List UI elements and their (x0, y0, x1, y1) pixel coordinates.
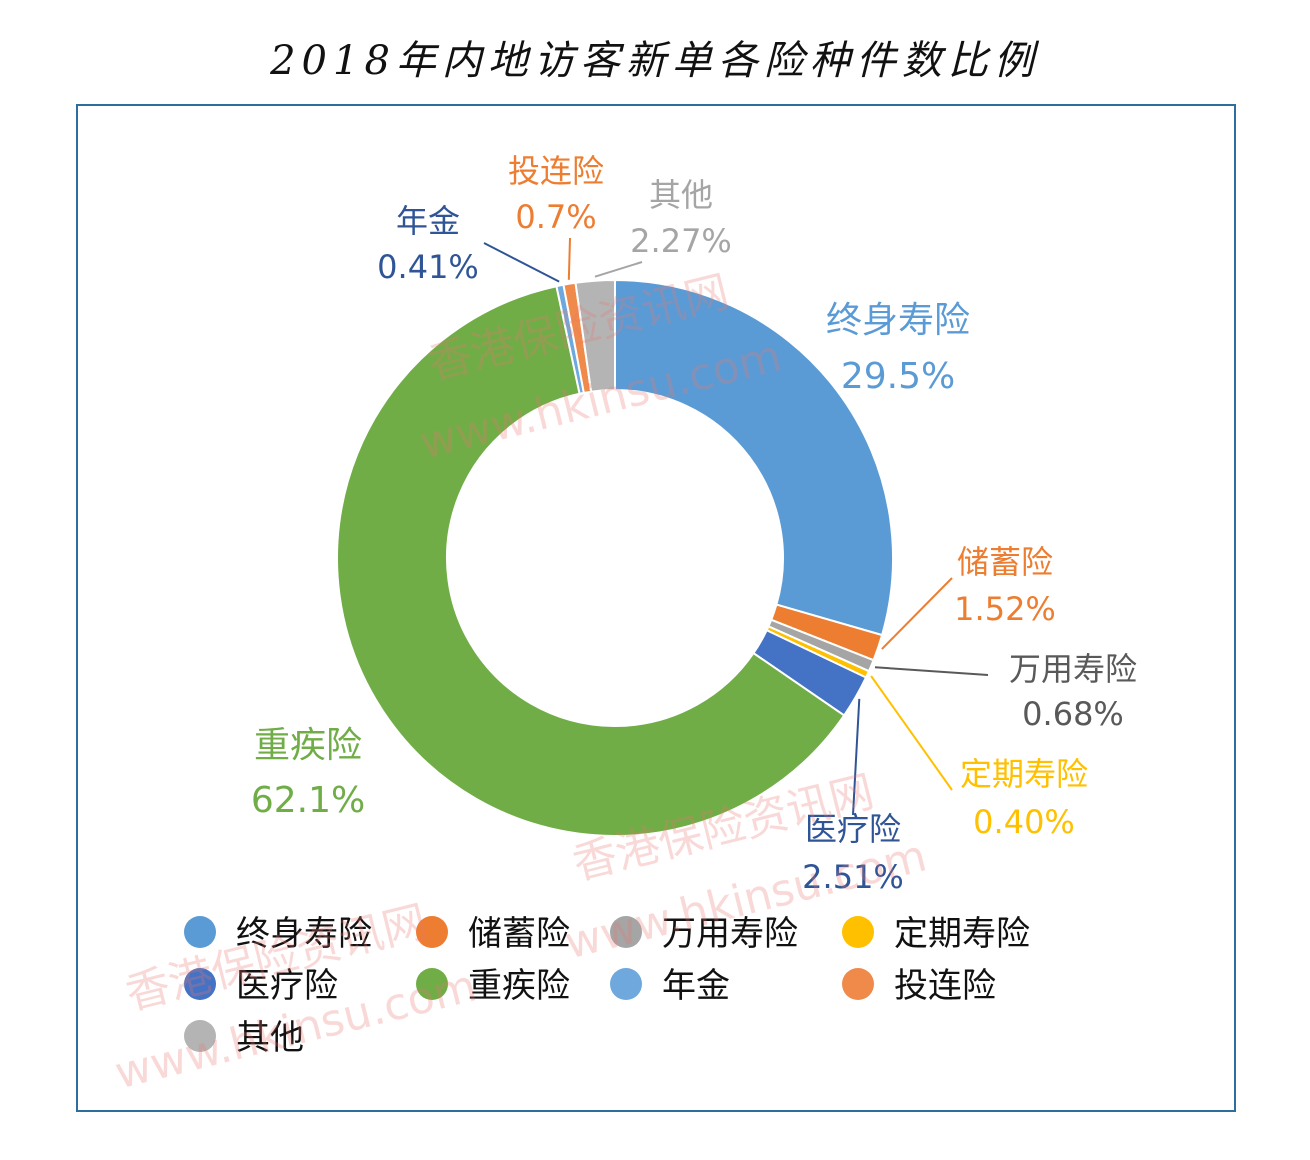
legend-marker (842, 916, 874, 948)
slice-value-label: 0.68% (1022, 695, 1124, 733)
leader-line (852, 698, 861, 816)
legend-label: 投连险 (894, 966, 996, 1006)
slice-name-label: 其他 (649, 176, 713, 214)
legend-label: 医疗险 (236, 966, 338, 1006)
slice-value-label: 0.40% (973, 803, 1075, 841)
legend-marker (610, 968, 642, 1000)
legend-marker (842, 968, 874, 1000)
slice-name-label: 投连险 (508, 152, 604, 190)
slice-name-label: 年金 (396, 202, 460, 240)
slice-value-label: 1.52% (954, 590, 1056, 628)
leader-line (874, 666, 989, 676)
legend-label: 终身寿险 (236, 914, 372, 954)
legend-label: 储蓄险 (468, 914, 570, 954)
chart-frame (76, 104, 1236, 1112)
slice-value-label: 29.5% (841, 356, 955, 397)
slice-9 (574, 278, 616, 393)
leader-line (567, 237, 571, 280)
leader-line (881, 577, 953, 650)
legend-label: 定期寿险 (894, 914, 1030, 954)
slice-name-label: 万用寿险 (1009, 650, 1137, 688)
slice-6 (336, 285, 846, 837)
legend-marker (416, 968, 448, 1000)
slice-value-label: 62.1% (251, 780, 365, 821)
slice-name-label: 终身寿险 (826, 300, 970, 341)
leader-line (594, 261, 643, 278)
legend-label: 重疾险 (468, 966, 570, 1006)
slice-value-label: 0.7% (515, 198, 596, 236)
legend-marker (184, 916, 216, 948)
slice-value-label: 2.27% (630, 222, 732, 260)
legend-marker (416, 916, 448, 948)
leader-line (483, 242, 560, 283)
slice-name-label: 储蓄险 (957, 543, 1053, 581)
slice-value-label: 2.51% (802, 858, 904, 896)
slice-1 (614, 278, 894, 637)
leader-line (870, 675, 953, 791)
slice-name-label: 医疗险 (805, 810, 901, 848)
chart-title: 2018年内地访客新单各险种件数比例 (270, 38, 1040, 84)
legend-marker (610, 916, 642, 948)
slice-name-label: 定期寿险 (960, 755, 1088, 793)
slice-value-label: 0.41% (377, 248, 479, 286)
legend-label: 万用寿险 (662, 914, 798, 954)
slice-name-label: 重疾险 (254, 725, 362, 766)
legend-label: 其他 (236, 1018, 304, 1058)
legend-marker (184, 1020, 216, 1052)
legend-marker (184, 968, 216, 1000)
legend-label: 年金 (662, 966, 730, 1006)
